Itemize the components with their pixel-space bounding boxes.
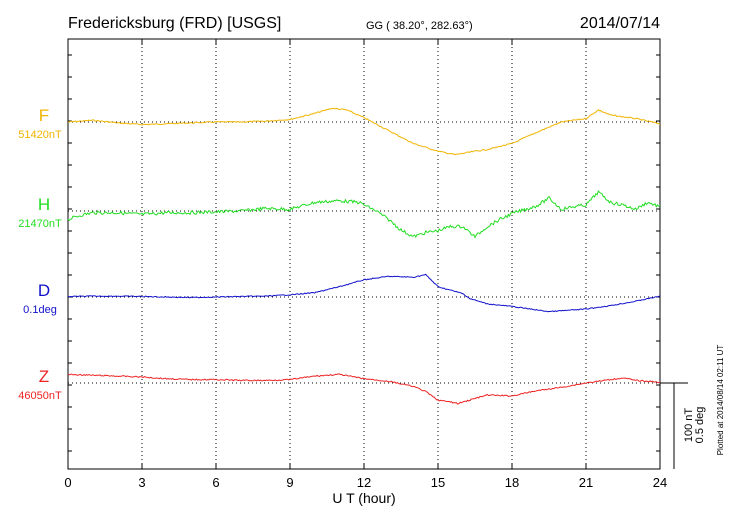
series-baseline-h: 21470nT	[18, 218, 62, 230]
series-name-z: Z	[39, 367, 49, 386]
station-title: Fredericksburg (FRD) [USGS]	[68, 15, 281, 32]
date-label: 2014/07/14	[580, 15, 660, 32]
x-tick-label: 3	[138, 475, 145, 490]
x-tick-label: 18	[505, 475, 519, 490]
x-tick-label: 6	[212, 475, 219, 490]
scale-bar-deg-label: 0.5 deg	[694, 407, 706, 444]
x-tick-labels: 0 3 6 9 12 15 18 21 24	[64, 475, 667, 490]
series-line-z	[67, 373, 661, 405]
series-baseline-z: 46050nT	[18, 390, 62, 402]
series-baseline-d: 0.1deg	[23, 304, 57, 316]
series-labels: F 51420nT H 21470nT D 0.1deg Z 46050nT	[18, 106, 62, 402]
x-axis-label: U T (hour)	[332, 490, 395, 506]
series-baseline-f: 51420nT	[18, 129, 62, 141]
coordinate-label: GG ( 38.20°, 282.63°)	[366, 20, 473, 32]
series-name-f: F	[39, 106, 49, 125]
x-tick-label: 24	[653, 475, 667, 490]
series-line-f	[68, 107, 661, 156]
scale-bar: 100 nT 0.5 deg	[660, 382, 706, 469]
x-tick-label: 21	[579, 475, 593, 490]
series-line-h	[67, 189, 661, 239]
x-tick-label: 9	[286, 475, 293, 490]
plotted-at-note: Plotted at 2014/08/14 02:11 UT	[716, 345, 725, 456]
grid-lines	[68, 39, 660, 469]
series-name-h: H	[38, 195, 50, 214]
scale-bar-nt-label: 100 nT	[683, 408, 695, 443]
x-tick-label: 15	[431, 475, 445, 490]
x-tick-label: 12	[357, 475, 371, 490]
axis-ticks	[67, 39, 661, 469]
series-name-d: D	[38, 281, 50, 300]
series-lines	[67, 107, 661, 405]
series-line-d	[67, 273, 660, 313]
x-tick-label: 0	[64, 475, 71, 490]
